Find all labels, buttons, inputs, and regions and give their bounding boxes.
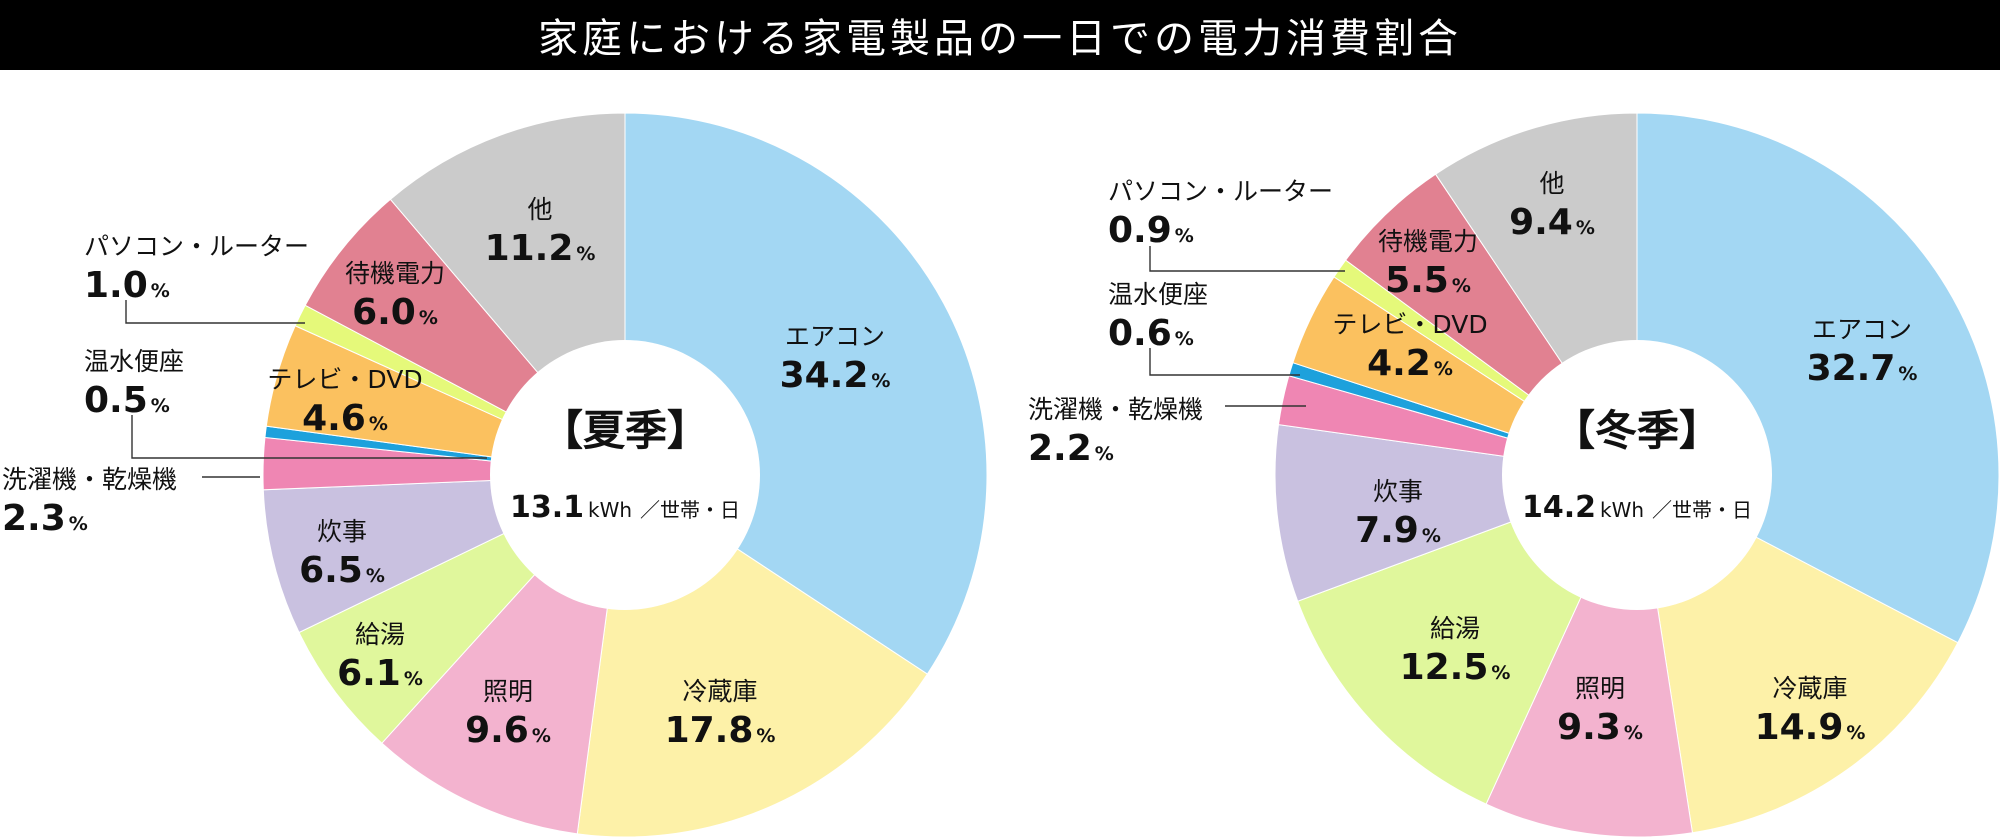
slice-value: 6.5% — [299, 550, 385, 591]
slice-value: 32.7% — [1807, 348, 1918, 389]
pie-chart-2: エアコン 32.7 % 冷蔵庫 14.9 % 照明 9.3 % 給湯 12.5 % 炊事 7.9 % 洗濯機・… — [1028, 112, 2000, 838]
slice-value: 17.8% — [665, 710, 776, 751]
slice-value: 5.5% — [1385, 260, 1471, 301]
slice-label: 温水便座 — [84, 347, 184, 376]
slice-label: 洗濯機・乾燥機 — [1028, 395, 1203, 424]
slice-value: 11.2% — [485, 228, 596, 269]
slice-value: 12.5% — [1400, 647, 1511, 688]
leader-line — [1149, 246, 1345, 272]
slice-value: 7.9% — [1355, 510, 1441, 551]
slice-label: パソコン・ルーター — [84, 232, 309, 261]
center-total: 14.2 kWh ／世帯・日 — [1522, 490, 1752, 525]
slice-label: エアコン — [1812, 315, 1912, 344]
slice-label: 冷蔵庫 — [1772, 674, 1847, 703]
center-title: 【冬季】 — [1553, 406, 1721, 455]
slice-label: 他 — [1539, 169, 1564, 198]
leader-line — [1149, 348, 1300, 376]
slice-value: 6.0% — [352, 292, 438, 333]
center-title: 【夏季】 — [541, 406, 709, 455]
slice-label: 炊事 — [317, 517, 367, 546]
slice-label: パソコン・ルーター — [1108, 177, 1333, 206]
slice-label: 炊事 — [1373, 477, 1423, 506]
slice-label: 給湯 — [355, 620, 405, 649]
center-total: 13.1 kWh ／世帯・日 — [510, 490, 740, 525]
slice-label: 温水便座 — [1108, 280, 1208, 309]
slice-label: 待機電力 — [1378, 227, 1478, 256]
slice-value: 6.1% — [337, 653, 423, 694]
slice-label: テレビ・DVD — [1332, 310, 1487, 339]
slice-label: 照明 — [483, 677, 533, 706]
slice-value: 14.9% — [1755, 707, 1866, 748]
slice-label: 他 — [527, 195, 552, 224]
slice-label: 照明 — [1575, 674, 1625, 703]
slice-value: 9.4% — [1509, 202, 1595, 243]
slice-label: 給湯 — [1430, 614, 1480, 643]
pie-chart-1: エアコン 34.2 % 冷蔵庫 17.8 % 照明 9.6 % 給湯 6.1 % 炊事 6.5 % 洗濯機・乾… — [2, 112, 988, 838]
slice-value: 1.0% — [84, 265, 170, 306]
slice-value: 2.3% — [2, 498, 88, 539]
donut-hole — [490, 340, 760, 610]
slice-value: 9.6% — [465, 710, 551, 751]
chart-title: 家庭における家電製品の一日での電力消費割合 — [538, 16, 1462, 62]
donut-hole — [1502, 340, 1772, 610]
slice-value: 0.9% — [1108, 210, 1194, 251]
slice-value: 9.3% — [1557, 707, 1643, 748]
slice-label: 冷蔵庫 — [682, 677, 757, 706]
slice-label: 洗濯機・乾燥機 — [2, 465, 177, 494]
slice-label: 待機電力 — [345, 259, 445, 288]
slice-label: テレビ・DVD — [267, 365, 422, 394]
slice-value: 34.2% — [780, 355, 891, 396]
slice-value: 4.6% — [302, 398, 388, 439]
slice-value: 2.2% — [1028, 428, 1114, 469]
slice-value: 0.5% — [84, 380, 170, 421]
slice-label: エアコン — [785, 322, 885, 351]
leader-line — [131, 415, 487, 459]
leader-line — [125, 300, 305, 324]
title-bar: 家庭における家電製品の一日での電力消費割合 — [0, 0, 2000, 70]
slice-value: 0.6% — [1108, 313, 1194, 354]
slice-value: 4.2% — [1367, 343, 1453, 384]
